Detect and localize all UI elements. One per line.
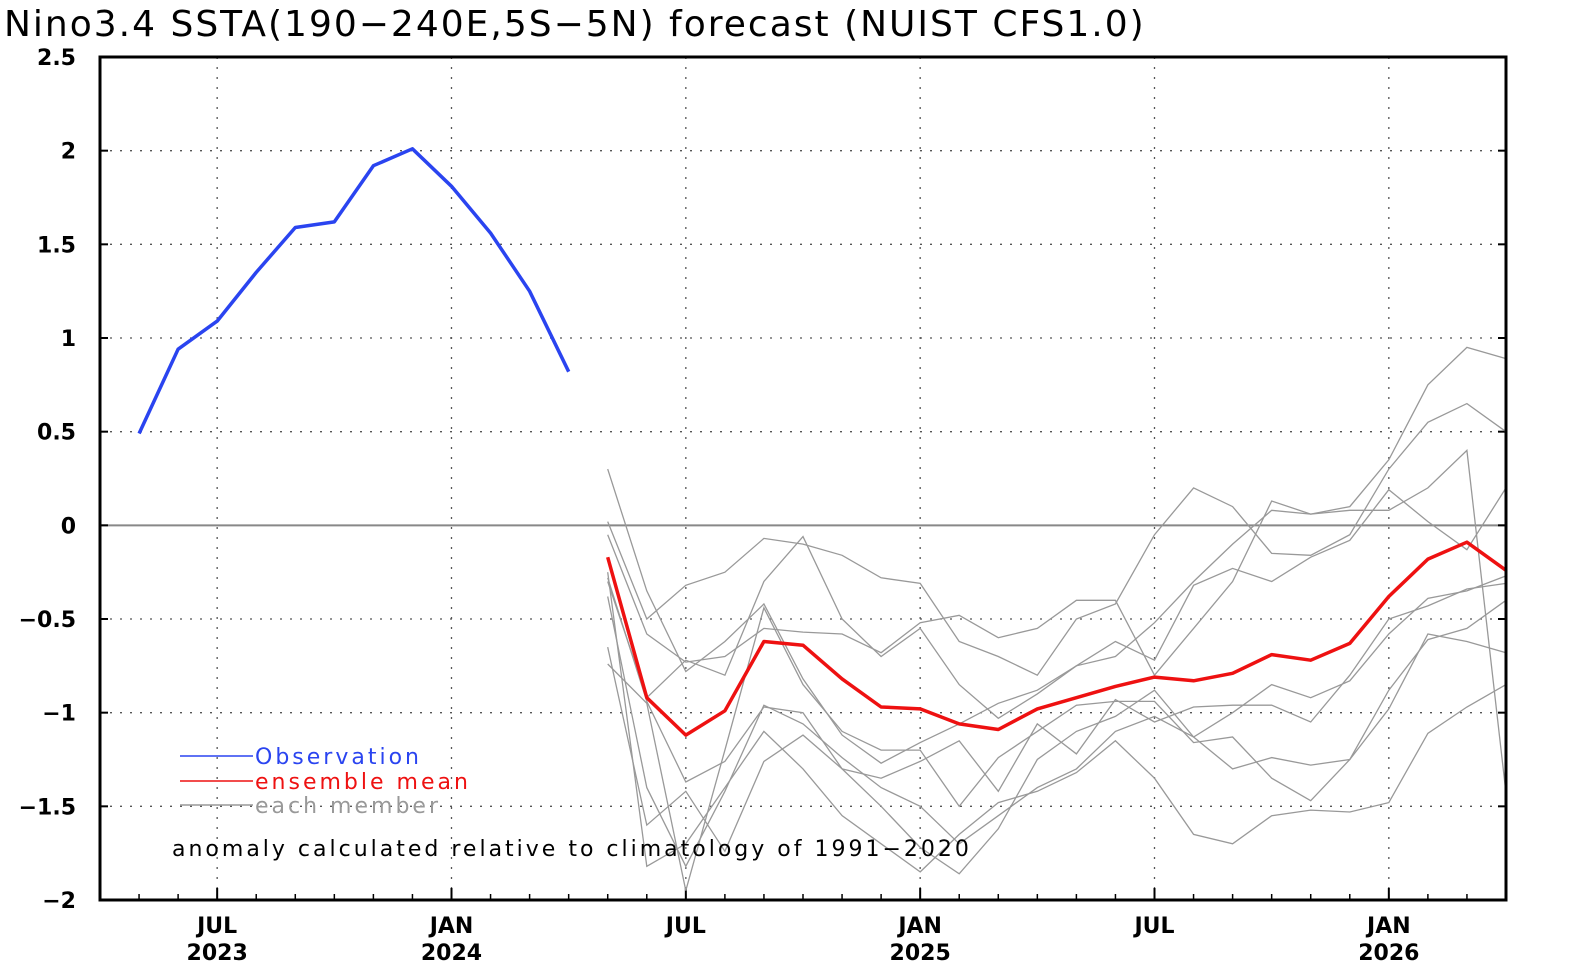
x-tick-year-label: 2025 — [890, 941, 951, 965]
x-tick-month-label: JAN — [1365, 914, 1411, 939]
chart-title: Nino3.4 SSTA(190−240E,5S−5N) forecast (N… — [4, 4, 1146, 45]
grid-lines — [100, 57, 1506, 900]
x-tick-month-label: JAN — [428, 914, 474, 939]
member-series-line — [607, 633, 1507, 875]
observation-group — [137, 147, 571, 435]
x-tick-month-label: JUL — [195, 914, 237, 939]
legend-ensemble-mean-label: ensemble mean — [255, 770, 471, 795]
legend-member-label: each member — [255, 794, 441, 819]
plot-frame — [98, 55, 1508, 902]
y-tick-label: 0 — [61, 514, 76, 539]
y-tick-label: 1.5 — [37, 233, 76, 258]
x-tick-year-label: 2023 — [187, 941, 248, 965]
member-series-group — [607, 346, 1507, 891]
y-tick-label: 1 — [61, 327, 76, 352]
x-tick-year-label: 2026 — [1358, 941, 1419, 965]
member-series-line — [607, 599, 1507, 891]
y-tick-label: −1 — [42, 702, 76, 727]
member-series-line — [607, 449, 1507, 794]
climatology-note: anomaly calculated relative to climatolo… — [172, 837, 972, 862]
y-tick-label: −1.5 — [19, 795, 76, 820]
y-tick-label: −0.5 — [19, 608, 76, 633]
x-tick-year-label: 2024 — [421, 941, 482, 965]
member-series-line — [607, 346, 1507, 764]
member-series-line — [607, 575, 1507, 868]
member-series-line — [607, 487, 1507, 720]
observation-line — [137, 147, 571, 435]
legend-observation-label: Observation — [255, 745, 422, 770]
x-tick-month-label: JUL — [1132, 914, 1174, 939]
x-tick-month-label: JAN — [896, 914, 942, 939]
member-series-line — [607, 572, 1507, 873]
y-tick-label: 2.5 — [37, 46, 76, 71]
y-tick-label: 2 — [61, 140, 76, 165]
ensemble-mean-group — [606, 540, 1508, 737]
y-axis-ticks: 2.5 2 1.5 1 0.5 0 −0.5 −1 −1.5 −2 — [19, 46, 1506, 914]
ensemble-mean-line — [606, 540, 1508, 737]
y-tick-label: −2 — [42, 889, 76, 914]
legend: Observation ensemble mean each member — [180, 745, 471, 819]
member-series-line — [607, 402, 1507, 677]
y-tick-label: 0.5 — [37, 421, 76, 446]
x-tick-month-label: JUL — [664, 914, 706, 939]
member-series-line — [607, 577, 1507, 793]
